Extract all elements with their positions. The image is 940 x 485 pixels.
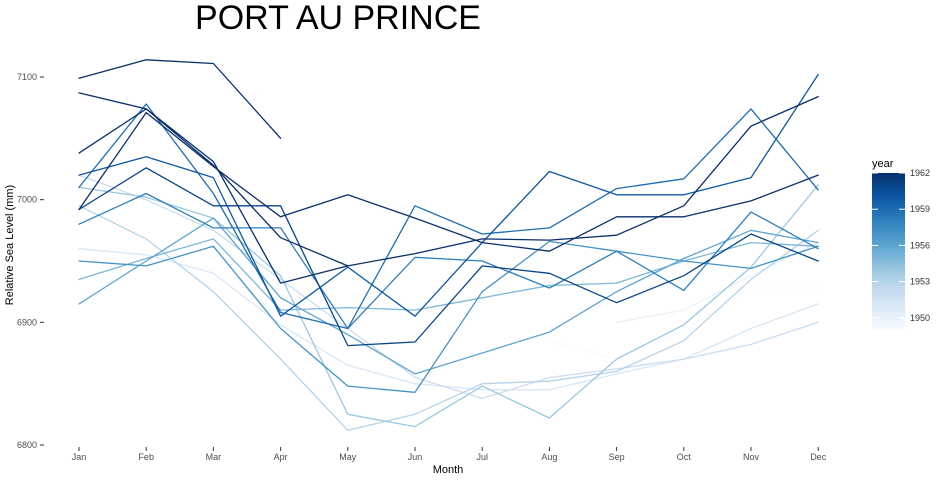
x-tick-label: Jul (476, 452, 488, 462)
chart-title: PORT AU PRINCE (195, 0, 481, 37)
x-tick-label: Dec (810, 452, 827, 462)
y-axis: 6800 6900 7000 7100 (17, 72, 44, 450)
x-tick-label: Feb (138, 452, 154, 462)
series-line-1955 (78, 238, 819, 311)
series-line-1962 (78, 92, 349, 267)
legend-tick-label: 1956 (910, 240, 930, 250)
x-tick-label: Mar (206, 452, 222, 462)
series-line-1956 (78, 217, 819, 375)
series-line-1952 (78, 174, 819, 400)
x-tick-label: Aug (541, 452, 557, 462)
x-axis-title: Month (433, 464, 464, 476)
series-line-1950 (615, 241, 819, 323)
x-tick-label: Apr (274, 452, 288, 462)
y-tick-label: 7100 (17, 72, 37, 82)
series-line-1953 (78, 205, 819, 431)
y-tick-label: 6800 (17, 440, 37, 450)
series-line-1959 (78, 103, 819, 330)
series-line-1961 (78, 167, 819, 347)
legend-tick-label: 1950 (910, 313, 930, 323)
series-layer (78, 59, 819, 431)
x-tick-label: Jun (408, 452, 423, 462)
series-line-1962 (78, 59, 282, 139)
series-line-1960 (78, 73, 819, 317)
x-tick-label: Jan (72, 452, 87, 462)
y-axis-title: Relative Sea Level (mm) (4, 185, 16, 305)
x-tick-label: Nov (743, 452, 760, 462)
legend-colorbar (872, 173, 905, 330)
series-line-1958 (78, 192, 819, 330)
legend-title: year (872, 158, 894, 170)
legend-tick-label: 1962 (910, 168, 930, 178)
x-tick-label: Oct (677, 452, 692, 462)
legend-ticks: 1950 1953 1956 1959 1962 (872, 168, 930, 323)
series-line-1951 (78, 248, 819, 391)
y-tick-label: 6900 (17, 317, 37, 327)
x-tick-label: Sep (609, 452, 625, 462)
legend-tick-label: 1953 (910, 277, 930, 287)
x-tick-label: May (339, 452, 357, 462)
series-line-1962 (78, 95, 819, 284)
series-line-1954 (78, 184, 819, 428)
y-tick-label: 7000 (17, 195, 37, 205)
series-line-1949 (548, 287, 819, 360)
series-line-1957 (78, 240, 819, 393)
year-legend: year 1950 1953 1956 1959 1962 (872, 158, 930, 330)
x-axis: Jan Feb Mar Apr May Jun Jul Aug Sep Oct Nov Dec (72, 447, 827, 462)
legend-tick-label: 1959 (910, 204, 930, 214)
series-line-1962 (78, 111, 819, 252)
